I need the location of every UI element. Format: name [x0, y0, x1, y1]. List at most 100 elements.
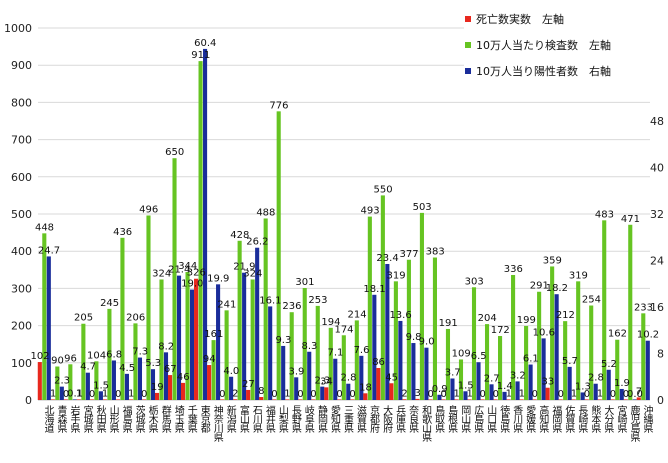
data-label-positives: 0.0: [627, 389, 643, 400]
data-label-deaths: 0: [271, 389, 277, 400]
bar-positives: [593, 383, 598, 400]
data-label-deaths: 1: [571, 389, 577, 400]
bar-tests: [198, 61, 203, 400]
data-label-tests: 241: [217, 299, 236, 310]
bar-tests: [302, 288, 307, 400]
data-label-positives: 8.2: [158, 341, 174, 352]
bar-positives: [320, 386, 325, 400]
data-label-positives: 23.4: [376, 253, 398, 264]
category-label: 栃木県: [146, 404, 158, 434]
bar-positives: [450, 378, 455, 400]
right-axis-tick-label: 8: [657, 348, 664, 361]
bar-positives: [111, 360, 116, 400]
data-label-tests: 162: [608, 329, 627, 340]
bar-deaths: [285, 399, 290, 400]
data-label-deaths: 1: [50, 389, 56, 400]
data-label-tests: 191: [439, 318, 458, 329]
bar-positives: [385, 263, 390, 400]
data-label-positives: 5.2: [601, 359, 617, 370]
data-label-positives: 7.1: [328, 348, 344, 359]
bar-tests: [511, 275, 516, 400]
bar-deaths: [428, 399, 433, 400]
bar-positives: [176, 275, 182, 400]
bar-tests: [498, 336, 503, 400]
bar-tests: [237, 240, 242, 400]
bar-tests: [484, 324, 490, 400]
category-label: 滋賀県: [355, 404, 367, 434]
bar-positives: [216, 284, 221, 400]
data-label-deaths: 0: [480, 389, 486, 400]
bar-positives: [346, 383, 351, 400]
category-label: 京都府: [368, 404, 380, 434]
data-label-deaths: 27: [242, 379, 255, 390]
left-axis-tick-label: 200: [11, 320, 32, 333]
data-label-tests: 245: [100, 298, 119, 309]
bar-deaths: [298, 399, 303, 400]
data-label-deaths: 1: [467, 389, 473, 400]
data-label-tests: 233: [634, 302, 653, 313]
category-label: 熊本県: [589, 404, 601, 434]
data-label-positives: 7.6: [354, 345, 370, 356]
bar-positives: [359, 355, 364, 400]
data-label-positives: 3.9: [288, 366, 304, 377]
category-label: 愛媛県: [524, 404, 536, 434]
bar-positives: [554, 294, 559, 400]
bar-deaths: [102, 399, 107, 400]
data-label-positives: 1.4: [497, 381, 513, 392]
data-label-tests: 96: [64, 353, 77, 364]
legend-swatch-tests: [465, 42, 471, 48]
left-axis-tick-label: 400: [11, 245, 32, 258]
bar-positives: [307, 351, 312, 400]
data-label-positives: 2.8: [588, 373, 604, 384]
data-label-positives: 1.3: [575, 381, 591, 392]
bar-deaths: [610, 399, 615, 400]
data-label-positives: 21.4: [168, 265, 190, 276]
bar-tests: [615, 339, 620, 400]
bar-tests: [367, 216, 372, 400]
category-label: 宮城県: [81, 404, 93, 434]
data-label-tests: 212: [556, 310, 575, 321]
bar-positives: [463, 391, 468, 400]
data-label-tests: 199: [517, 315, 536, 326]
bar-tests: [263, 218, 268, 400]
data-label-positives: 0.9: [432, 384, 448, 395]
bar-positives: [567, 366, 572, 400]
data-label-tests: 319: [569, 270, 588, 281]
data-label-positives: 8.3: [301, 341, 317, 352]
data-label-tests: 503: [413, 202, 432, 213]
right-axis-tick-label: 32: [650, 208, 664, 221]
category-label: 山梨県: [276, 405, 288, 434]
bar-tests: [133, 323, 138, 400]
bar-tests: [315, 305, 320, 400]
category-label: 香川県: [511, 405, 523, 434]
category-label: 和歌山県: [420, 405, 432, 443]
data-label-deaths: 1: [128, 389, 134, 400]
data-label-deaths: 0: [440, 389, 446, 400]
data-label-deaths: 8: [258, 386, 264, 397]
bar-deaths: [571, 399, 576, 400]
bar-positives: [150, 369, 156, 400]
bar-deaths: [272, 399, 277, 400]
data-label-deaths: 34: [320, 376, 333, 387]
left-axis-tick-label: 600: [11, 171, 32, 184]
data-label-positives: 4.7: [80, 362, 96, 373]
category-label: 徳島県: [498, 404, 510, 434]
category-label: 青森県: [55, 404, 67, 434]
data-label-positives: 6.1: [523, 354, 539, 365]
bar-positives: [398, 320, 403, 400]
category-label: 三重県: [342, 405, 354, 434]
data-label-positives: 19.9: [207, 273, 229, 284]
bar-positives: [528, 364, 533, 400]
data-label-tests: 204: [478, 313, 497, 324]
category-label: 愛知県: [328, 404, 340, 434]
category-label: 兵庫県: [394, 404, 406, 434]
data-label-tests: 205: [74, 313, 93, 324]
bar-tests: [524, 325, 529, 400]
data-label-positives: 2.7: [484, 373, 500, 384]
bar-deaths: [636, 397, 641, 400]
data-label-tests: 471: [621, 214, 640, 225]
data-label-positives: 1.5: [458, 380, 474, 391]
data-label-deaths: 1: [506, 389, 512, 400]
bar-positives: [424, 347, 429, 400]
